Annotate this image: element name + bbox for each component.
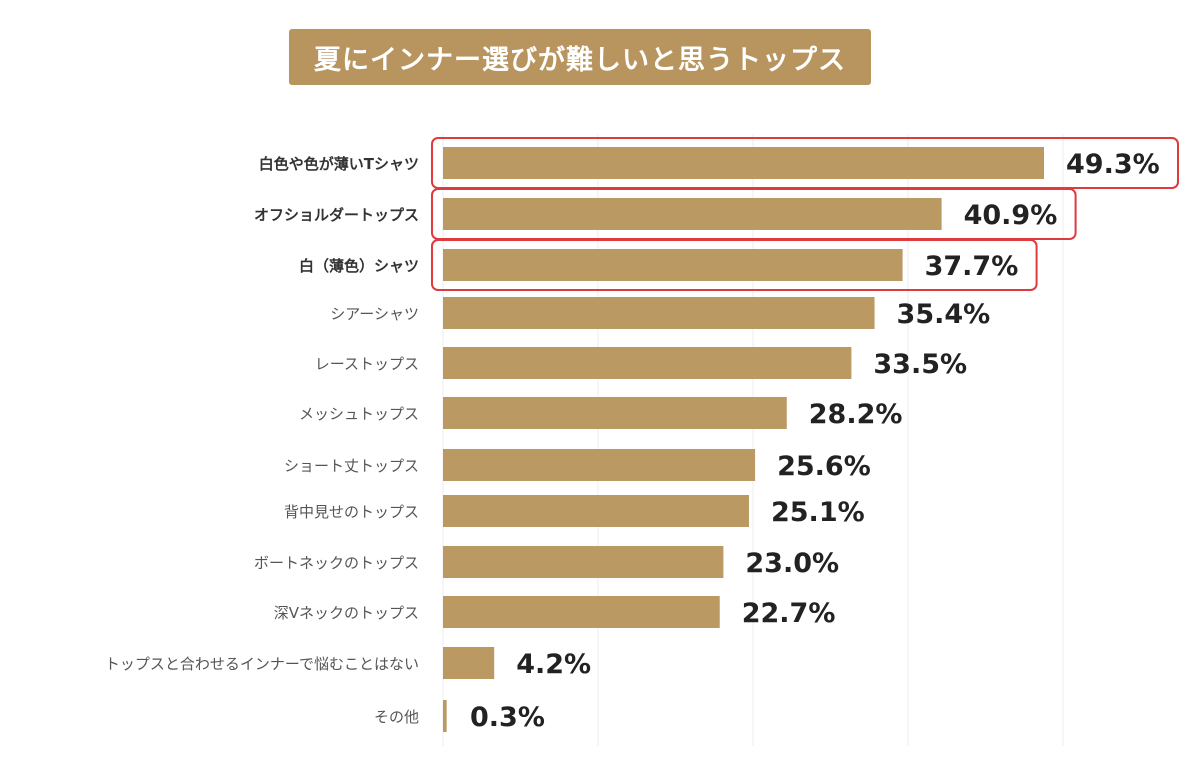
bar bbox=[443, 297, 875, 329]
bar bbox=[443, 449, 756, 481]
category-label: 深Vネックのトップス bbox=[274, 604, 419, 622]
value-label: 0.3% bbox=[470, 702, 545, 733]
bar bbox=[443, 147, 1044, 179]
category-label: トップスと合わせるインナーで悩むことはない bbox=[105, 655, 419, 673]
category-label: その他 bbox=[374, 708, 419, 726]
value-label: 40.9% bbox=[964, 200, 1058, 231]
category-label: 背中見せのトップス bbox=[284, 503, 419, 521]
category-label: メッシュトップス bbox=[299, 405, 419, 423]
value-label: 23.0% bbox=[745, 548, 839, 579]
bar bbox=[443, 596, 720, 628]
category-label: レーストップス bbox=[315, 355, 419, 373]
bar bbox=[443, 546, 724, 578]
bar bbox=[443, 700, 447, 732]
category-label: ショート丈トップス bbox=[284, 457, 419, 475]
bar bbox=[443, 347, 852, 379]
category-label: 白（薄色）シャツ bbox=[299, 257, 419, 275]
value-label: 35.4% bbox=[897, 299, 991, 330]
value-label: 37.7% bbox=[925, 251, 1019, 282]
value-label: 4.2% bbox=[516, 649, 591, 680]
highlight-box bbox=[431, 239, 1038, 291]
bar bbox=[443, 647, 495, 679]
value-label: 22.7% bbox=[742, 598, 836, 629]
category-label: 白色や色が薄いTシャツ bbox=[259, 155, 419, 173]
value-label: 33.5% bbox=[873, 349, 967, 380]
bar bbox=[443, 249, 903, 281]
value-label: 25.6% bbox=[777, 451, 871, 482]
bar bbox=[443, 198, 942, 230]
value-label: 49.3% bbox=[1066, 149, 1160, 180]
chart-title-box: 夏にインナー選びが難しいと思うトップス bbox=[289, 29, 871, 85]
category-label: ボートネックのトップス bbox=[254, 554, 419, 572]
bar bbox=[443, 495, 749, 527]
value-label: 28.2% bbox=[809, 399, 903, 430]
bar bbox=[443, 397, 787, 429]
category-label: シアーシャツ bbox=[330, 305, 419, 323]
category-label: オフショルダートップス bbox=[254, 206, 419, 224]
chart-title: 夏にインナー選びが難しいと思うトップス bbox=[314, 44, 846, 76]
value-label: 25.1% bbox=[771, 497, 865, 528]
